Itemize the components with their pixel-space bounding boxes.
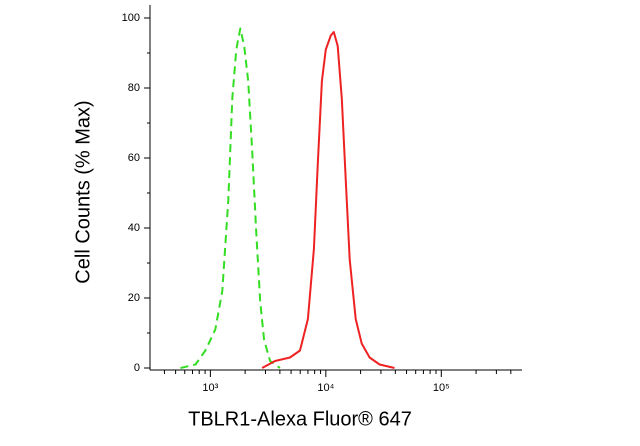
series-line xyxy=(180,27,281,369)
y-tick-label: 40 xyxy=(128,222,140,234)
y-axis-label: Cell Counts (% Max) xyxy=(72,100,94,283)
x-tick-label: 10⁵ xyxy=(433,382,450,394)
series-line xyxy=(261,31,395,369)
y-tick-label: 20 xyxy=(128,292,140,304)
x-tick-label: 10⁴ xyxy=(317,382,334,394)
y-tick-label: 60 xyxy=(128,152,140,164)
x-axis-label: TBLR1-Alexa Fluor® 647 xyxy=(188,408,412,430)
x-tick-label: 10³ xyxy=(202,382,218,394)
y-tick-label: 80 xyxy=(128,82,140,94)
y-tick-label: 100 xyxy=(122,12,140,24)
y-tick-label: 0 xyxy=(134,362,140,374)
